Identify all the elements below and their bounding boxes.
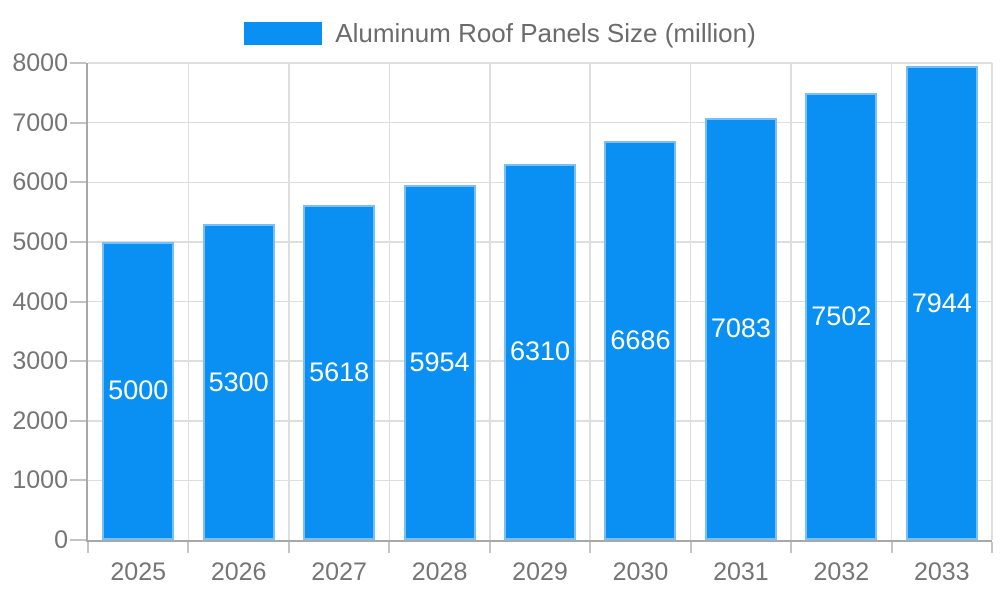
y-tick-mark bbox=[70, 240, 86, 243]
y-tick-mark bbox=[70, 62, 86, 64]
y-tick-mark bbox=[70, 539, 86, 541]
x-tick-mark bbox=[488, 542, 491, 553]
bar-value-label: 5000 bbox=[108, 375, 169, 406]
bar-value-label: 7502 bbox=[811, 300, 872, 331]
bar[interactable]: 6686 bbox=[604, 141, 677, 540]
bar[interactable]: 5000 bbox=[102, 241, 175, 540]
bar-value-label: 5954 bbox=[409, 347, 470, 377]
x-tick-label: 2033 bbox=[913, 558, 970, 586]
x-tick-label: 2032 bbox=[813, 558, 870, 586]
bar-value-label: 7083 bbox=[710, 313, 771, 344]
y-tick-label: 2000 bbox=[12, 406, 68, 435]
x-tick-mark bbox=[589, 542, 592, 553]
y-tick-label: 3000 bbox=[12, 347, 68, 376]
y-tick-label: 0 bbox=[54, 526, 68, 554]
bar[interactable]: 5300 bbox=[202, 224, 275, 540]
bar[interactable]: 7083 bbox=[704, 117, 777, 540]
x-tick-mark bbox=[689, 542, 692, 553]
gridline-horizontal bbox=[88, 62, 992, 64]
y-tick-label: 4000 bbox=[12, 287, 68, 316]
gridline-vertical bbox=[589, 63, 591, 540]
bar[interactable]: 5954 bbox=[403, 185, 476, 540]
gridline-vertical bbox=[890, 63, 893, 540]
gridline-vertical bbox=[991, 63, 993, 540]
gridline-vertical bbox=[288, 63, 290, 540]
legend-swatch[interactable] bbox=[244, 21, 323, 45]
gridline-vertical bbox=[388, 63, 391, 540]
y-tick-mark bbox=[70, 360, 86, 363]
x-tick-mark bbox=[790, 542, 793, 553]
y-tick-mark bbox=[70, 300, 86, 303]
x-tick-mark bbox=[890, 542, 893, 553]
y-tick-mark bbox=[70, 181, 86, 184]
x-tick-mark bbox=[187, 542, 190, 553]
bar[interactable]: 5618 bbox=[303, 205, 376, 540]
bar-value-label: 6310 bbox=[509, 336, 571, 367]
y-tick-label: 8000 bbox=[12, 49, 68, 77]
x-tick-label: 2029 bbox=[512, 558, 568, 586]
plot-area: 5000 5300 5618 5954 6310 6686 7083 7502 7944 bbox=[86, 62, 993, 542]
gridline-vertical bbox=[489, 63, 491, 540]
x-tick-label: 2030 bbox=[612, 558, 669, 586]
bar[interactable]: 7944 bbox=[905, 66, 978, 540]
x-tick-mark bbox=[287, 542, 290, 553]
x-tick-mark bbox=[991, 542, 993, 553]
y-tick-label: 1000 bbox=[12, 466, 68, 495]
gridline-horizontal bbox=[88, 121, 992, 124]
y-tick-label: 7000 bbox=[12, 108, 68, 137]
gridline-vertical bbox=[689, 63, 692, 540]
x-tick-label: 2027 bbox=[311, 558, 367, 586]
x-tick-mark bbox=[87, 542, 89, 553]
x-tick-label: 2031 bbox=[713, 558, 769, 586]
gridline-vertical bbox=[187, 63, 190, 540]
y-tick-label: 6000 bbox=[12, 168, 68, 197]
bar-value-label: 6686 bbox=[610, 325, 671, 356]
x-tick-label: 2025 bbox=[110, 558, 167, 586]
legend-label: Aluminum Roof Panels Size (million) bbox=[335, 17, 756, 48]
bar[interactable]: 6310 bbox=[504, 163, 576, 540]
bar[interactable]: 7502 bbox=[805, 92, 878, 540]
bar-value-label: 7944 bbox=[911, 287, 972, 318]
x-tick-label: 2026 bbox=[210, 558, 267, 586]
x-tick-mark bbox=[388, 542, 391, 553]
x-tick-label: 2028 bbox=[411, 558, 468, 586]
chart-legend[interactable]: Aluminum Roof Panels Size (million) bbox=[0, 18, 1000, 48]
gridline-vertical bbox=[790, 63, 792, 540]
y-tick-mark bbox=[70, 121, 86, 124]
bar-value-label: 5300 bbox=[208, 366, 269, 397]
y-tick-label: 5000 bbox=[12, 227, 68, 256]
y-tick-mark bbox=[70, 419, 86, 422]
bar-value-label: 5618 bbox=[309, 357, 370, 388]
y-tick-mark bbox=[70, 479, 86, 482]
